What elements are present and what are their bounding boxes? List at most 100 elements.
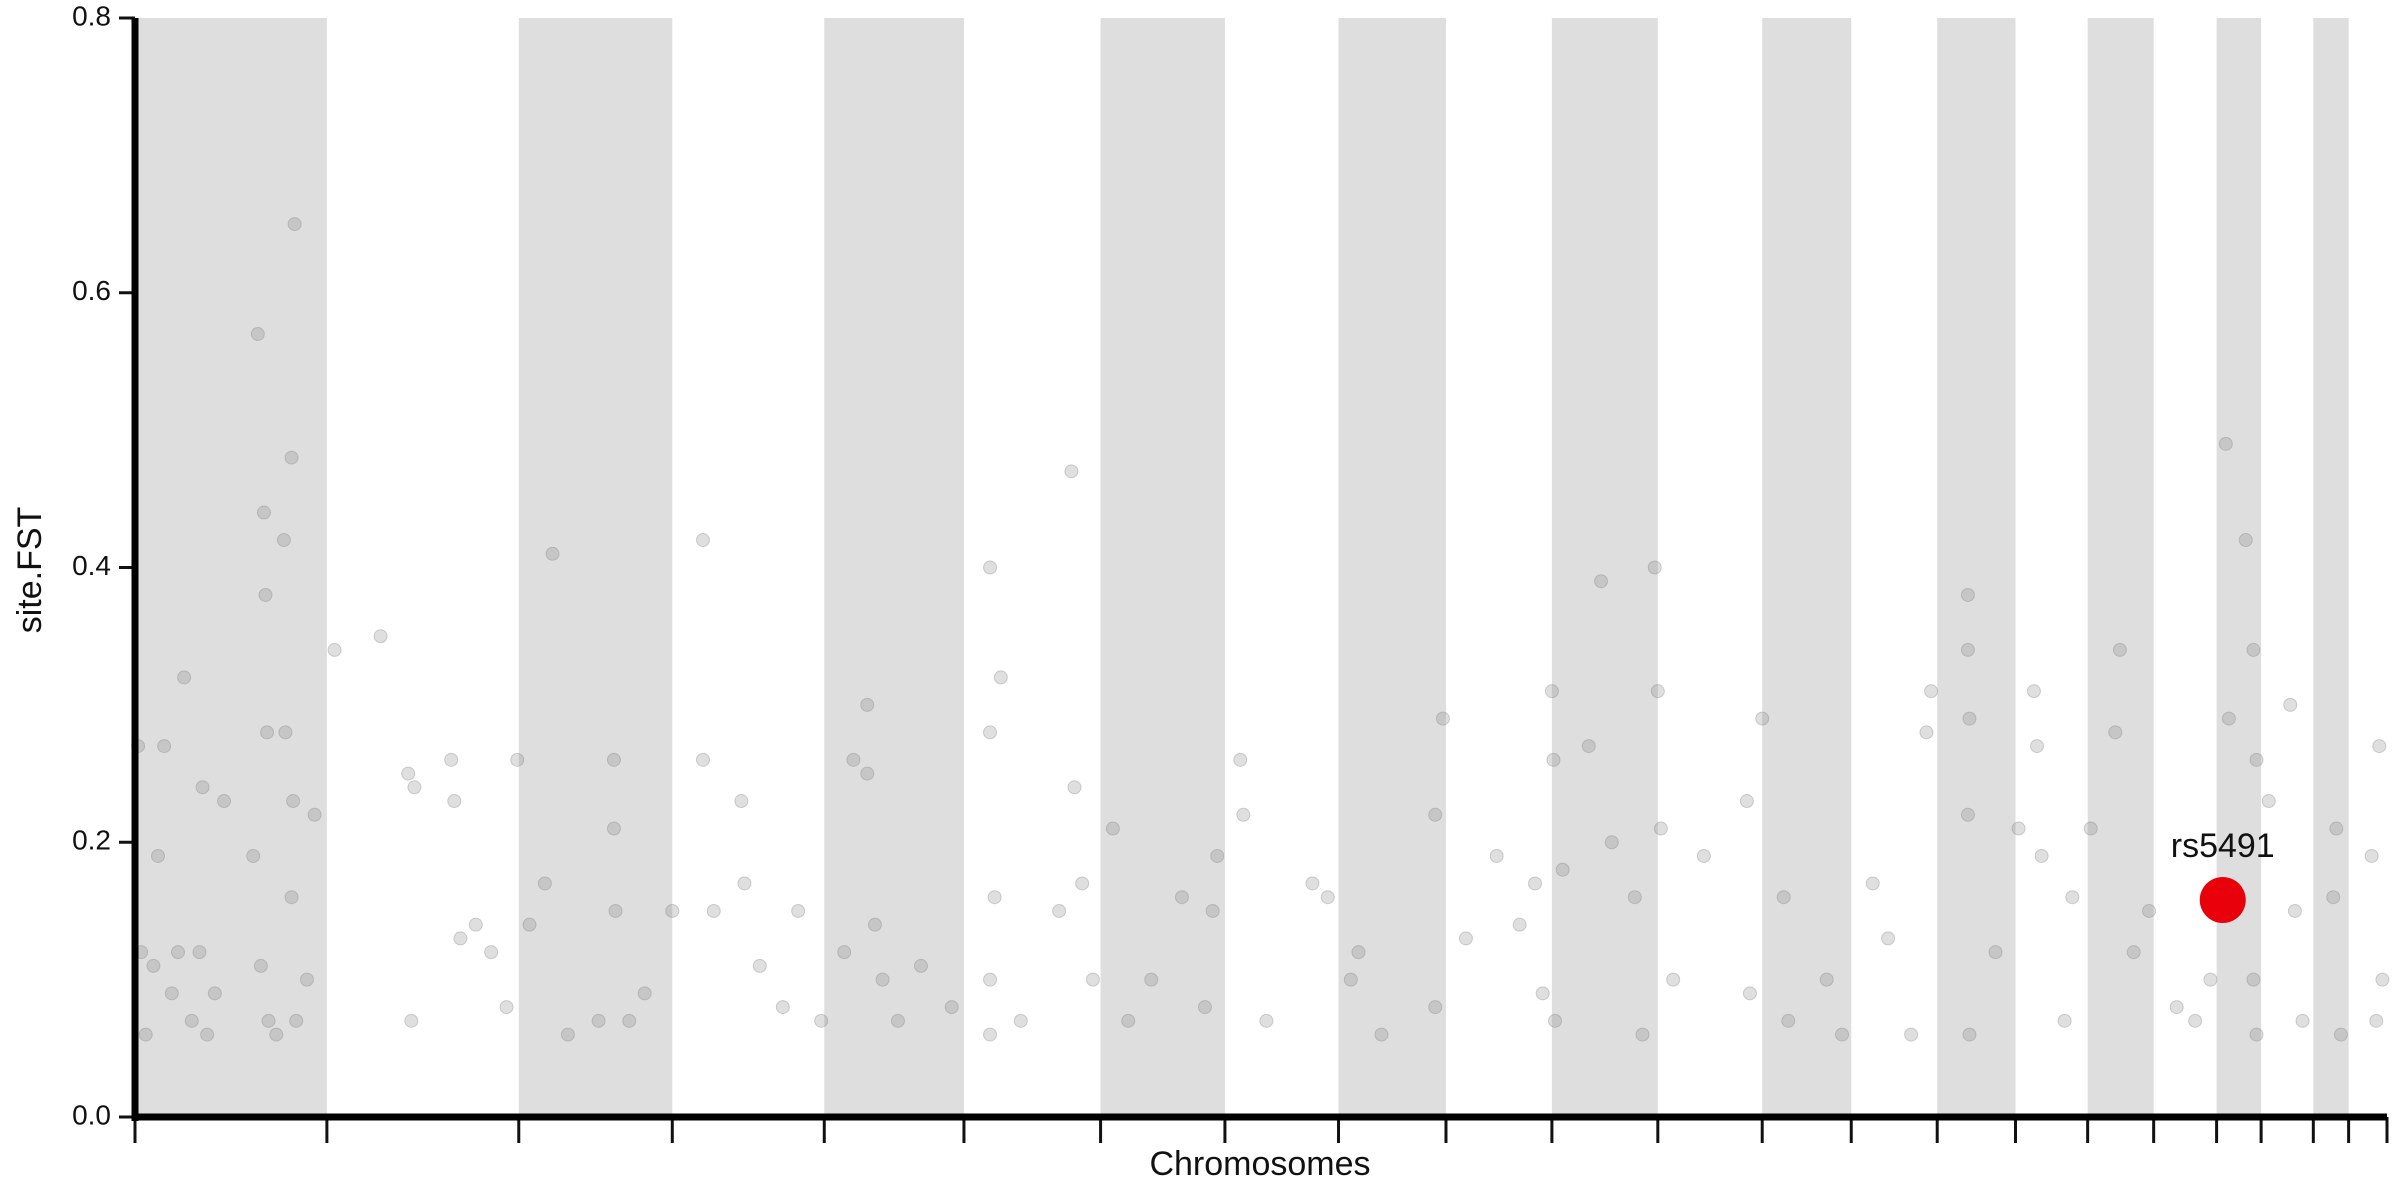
point	[2261, 794, 2276, 809]
point	[1776, 890, 1791, 905]
point	[2372, 739, 2387, 754]
point	[510, 752, 525, 767]
point	[184, 1013, 199, 1028]
point	[1085, 972, 1100, 987]
point	[1546, 752, 1561, 767]
point	[289, 1013, 304, 1028]
point	[846, 752, 861, 767]
point	[987, 890, 1002, 905]
point	[1351, 945, 1366, 960]
point	[1320, 890, 1335, 905]
point	[401, 766, 416, 781]
point	[1547, 1013, 1562, 1028]
point	[1174, 890, 1189, 905]
point	[164, 986, 179, 1001]
point	[791, 903, 806, 918]
point	[1052, 903, 1067, 918]
point	[2333, 1027, 2348, 1042]
point	[407, 780, 422, 795]
point	[2369, 1013, 2384, 1028]
point	[1962, 711, 1977, 726]
point	[2029, 739, 2044, 754]
point	[1604, 835, 1619, 850]
point	[2238, 533, 2253, 548]
point	[2108, 725, 2123, 740]
point	[814, 1013, 829, 1028]
point	[1962, 1027, 1977, 1042]
point	[1781, 1013, 1796, 1028]
point	[2329, 821, 2344, 836]
x-axis-title: Chromosomes	[1149, 1145, 1370, 1183]
point	[752, 958, 767, 973]
point	[775, 1000, 790, 1015]
point	[2246, 642, 2261, 657]
point	[256, 505, 271, 520]
point	[447, 794, 462, 809]
point	[284, 890, 299, 905]
point	[253, 958, 268, 973]
point	[867, 917, 882, 932]
point	[138, 1027, 153, 1042]
point	[2364, 848, 2379, 863]
chromosome-band	[1937, 18, 2016, 1117]
point	[246, 848, 261, 863]
point	[307, 807, 322, 822]
point	[260, 725, 275, 740]
y-tick-label: 0.0	[72, 1099, 111, 1130]
point	[278, 725, 293, 740]
point	[1881, 931, 1896, 946]
point	[1635, 1027, 1650, 1042]
point	[2295, 1013, 2310, 1028]
chromosome-band	[824, 18, 964, 1117]
point	[537, 876, 552, 891]
chromosome-band	[2313, 18, 2349, 1117]
point	[2034, 848, 2049, 863]
point	[1544, 684, 1559, 699]
point	[1653, 821, 1668, 836]
point	[1924, 684, 1939, 699]
point	[1555, 862, 1570, 877]
point	[2065, 890, 2080, 905]
point	[2026, 684, 2041, 699]
point	[1960, 587, 1975, 602]
point	[1666, 972, 1681, 987]
point	[499, 1000, 514, 1015]
point	[1528, 876, 1543, 891]
point	[327, 642, 342, 657]
point	[269, 1027, 284, 1042]
point	[1305, 876, 1320, 891]
point	[157, 739, 172, 754]
point	[1144, 972, 1159, 987]
point	[2126, 945, 2141, 960]
y-tick-label: 0.2	[72, 825, 111, 856]
point	[2083, 821, 2098, 836]
point	[993, 670, 1008, 685]
y-tick-label: 0.6	[72, 275, 111, 306]
chromosome-band	[135, 18, 327, 1117]
point	[1594, 574, 1609, 589]
point	[250, 326, 265, 341]
point	[522, 917, 537, 932]
point	[1197, 1000, 1212, 1015]
point	[1512, 917, 1527, 932]
point	[284, 450, 299, 465]
point	[1067, 780, 1082, 795]
point	[1489, 848, 1504, 863]
point	[1064, 464, 1079, 479]
point	[890, 1013, 905, 1028]
point	[734, 794, 749, 809]
point	[2011, 821, 2026, 836]
point	[1535, 986, 1550, 1001]
point	[983, 1027, 998, 1042]
point	[2218, 436, 2233, 451]
point	[287, 217, 302, 232]
point	[444, 752, 459, 767]
chromosome-band	[1100, 18, 1225, 1117]
point	[2112, 642, 2127, 657]
point	[2249, 1027, 2264, 1042]
point	[1210, 848, 1225, 863]
point	[860, 697, 875, 712]
point	[1233, 752, 1248, 767]
point	[1013, 1013, 1028, 1028]
